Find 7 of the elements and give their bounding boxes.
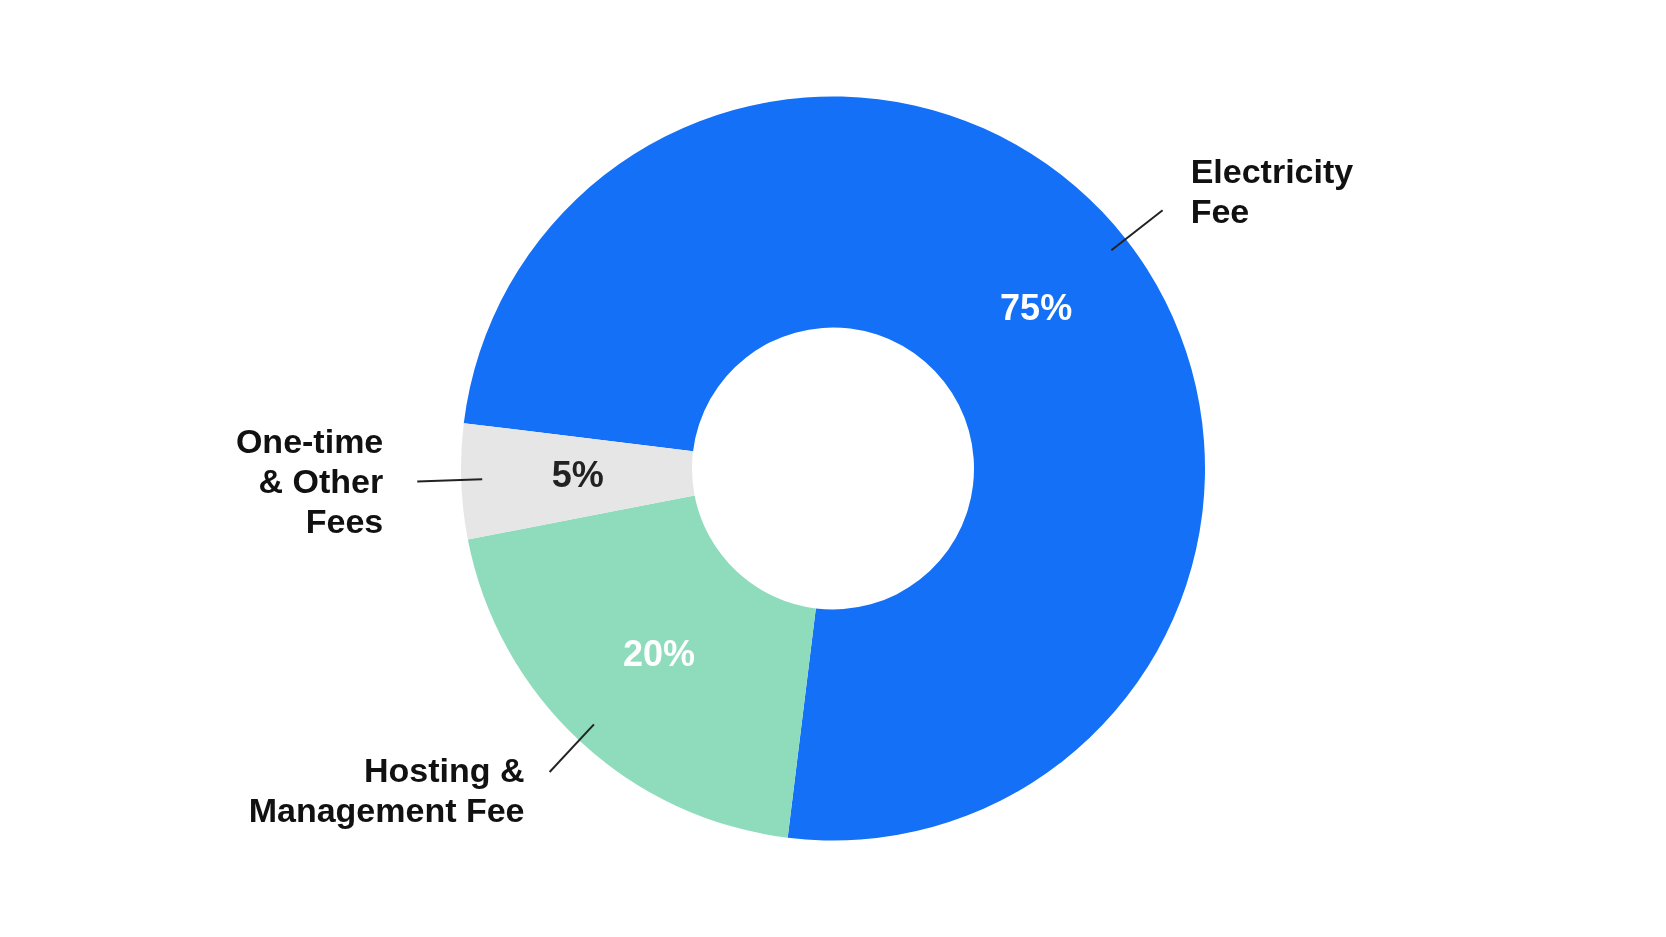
data-label: 5%: [551, 453, 604, 495]
slice-label: Hosting & Management Fee: [248, 751, 525, 830]
slice-label: Electricity Fee: [1190, 152, 1354, 231]
data-label: 75%: [1000, 287, 1073, 329]
slice-label: One-time & Other Fees: [235, 421, 384, 540]
donut-slice: [461, 423, 695, 540]
data-label: 20%: [623, 632, 696, 674]
